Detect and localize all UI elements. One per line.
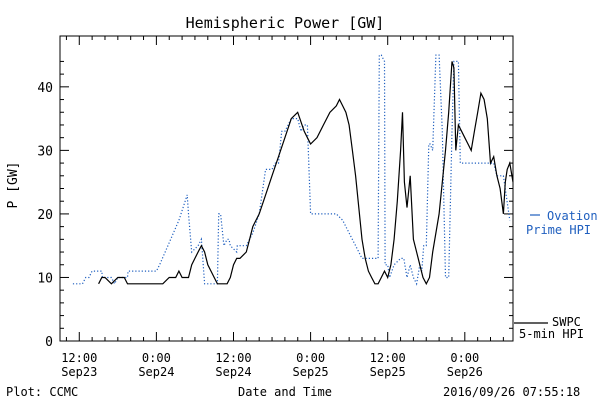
- y-tick-label: 20: [37, 208, 53, 223]
- footer-timestamp: 2016/09/26 07:55:18: [443, 385, 580, 399]
- y-axis: 0 10 20 30 40: [37, 60, 513, 350]
- y-tick-label: 30: [37, 144, 53, 159]
- legend-ovation-label-2: Prime HPI: [526, 223, 591, 237]
- x-tick-label-date: Sep24: [138, 365, 174, 379]
- x-tick-label-date: Sep25: [370, 365, 406, 379]
- chart-title: Hemispheric Power [GW]: [186, 14, 385, 32]
- x-tick-label-time: 12:00: [61, 351, 97, 365]
- x-tick-label-time: 12:00: [370, 351, 406, 365]
- series-layer: [72, 54, 514, 286]
- x-axis-label: Date and Time: [238, 385, 332, 399]
- footer-left: Plot: CCMC: [6, 385, 78, 399]
- ovation-prime-hpi-line: [72, 54, 511, 286]
- legend-ovation-label: Ovation: [547, 209, 598, 223]
- legend-swpc-label: SWPC: [552, 315, 581, 329]
- x-tick-label-time: 0:00: [296, 351, 325, 365]
- x-axis: 12:00Sep230:00Sep2412:00Sep240:00Sep2512…: [61, 36, 504, 379]
- x-tick-label-date: Sep23: [61, 365, 97, 379]
- plot-frame: [59, 35, 514, 342]
- legend-swpc-label-2: 5-min HPI: [519, 327, 584, 341]
- x-tick-label-date: Sep26: [447, 365, 483, 379]
- x-tick-label-date: Sep24: [215, 365, 251, 379]
- y-axis-label: P [GW]: [6, 162, 21, 209]
- y-tick-label: 40: [37, 81, 53, 96]
- y-tick-label: 0: [45, 335, 53, 350]
- x-tick-label-date: Sep25: [293, 365, 329, 379]
- x-tick-label-time: 0:00: [450, 351, 479, 365]
- x-tick-label-time: 12:00: [215, 351, 251, 365]
- swpc-hpi-line: [98, 61, 514, 286]
- y-tick-label: 10: [37, 271, 53, 286]
- x-tick-label-time: 0:00: [142, 351, 171, 365]
